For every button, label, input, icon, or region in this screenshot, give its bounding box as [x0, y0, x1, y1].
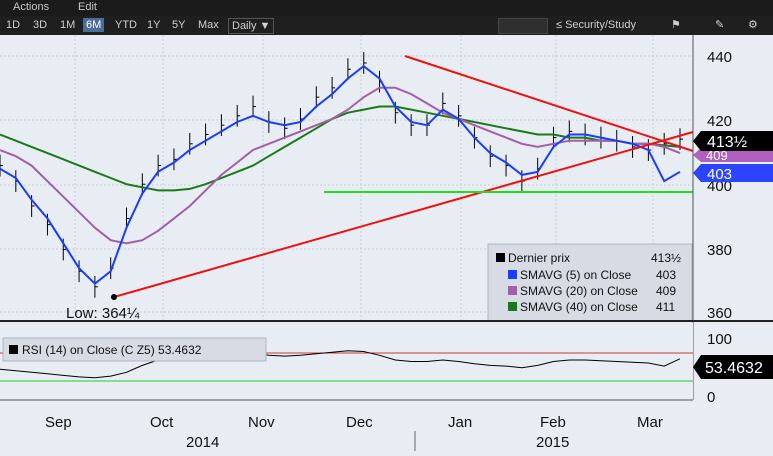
y-tick-360: 360: [707, 305, 732, 322]
month-mar: Mar: [637, 414, 663, 431]
legend-label-last: Dernier prix: [508, 251, 570, 265]
legend-label-sma20: SMAVG (20) on Close: [520, 284, 638, 298]
rsi-value-tag: 53.4632: [693, 355, 773, 379]
month-sep: Sep: [45, 414, 72, 431]
month-dec: Dec: [346, 414, 373, 431]
period-3d[interactable]: 3D: [33, 19, 48, 31]
svg-text:413½: 413½: [707, 134, 747, 151]
legend-value-sma5: 403: [656, 268, 676, 282]
year-2015: 2015: [536, 434, 569, 451]
chart-tools-button[interactable]: [498, 18, 548, 34]
period-6m[interactable]: 6M: [83, 18, 105, 32]
sma20-line: [0, 86, 681, 245]
period-ytd[interactable]: YTD: [115, 19, 137, 31]
period-1y[interactable]: 1Y: [147, 19, 161, 31]
flag-icon[interactable]: ⚑: [671, 19, 681, 31]
sma5-line: [0, 64, 681, 286]
legend-value-sma40: 411: [656, 300, 675, 314]
menu-actions[interactable]: Actions: [13, 1, 50, 13]
rsi-tick-0: 0: [707, 389, 715, 406]
price-tag-last: 413½: [693, 131, 773, 151]
period-max[interactable]: Max: [198, 19, 219, 31]
security-study-icon: ≤: [556, 19, 566, 31]
rsi-line: [0, 350, 681, 379]
period-1m[interactable]: 1M: [60, 19, 76, 31]
y-tick-420: 420: [707, 113, 732, 130]
price-tag-sma5: 403: [693, 164, 773, 183]
chart-area: Low: 364¼ Dernier prix 413½ SMAVG (5) on…: [0, 35, 773, 451]
rsi-tick-100: 100: [707, 331, 732, 348]
edit-pencil-icon[interactable]: ✎: [715, 19, 725, 31]
legend-value-sma20: 409: [656, 284, 676, 298]
settings-icon[interactable]: ⚙: [748, 19, 758, 31]
month-jan: Jan: [448, 414, 472, 431]
svg-text:409: 409: [706, 148, 728, 163]
legend-value-last: 413½: [651, 251, 681, 265]
security-study-button[interactable]: ≤ Security/Study: [553, 18, 639, 32]
menu-bar: Actions Edit: [0, 0, 773, 16]
month-oct: Oct: [150, 414, 174, 431]
legend-box[interactable]: Dernier prix 413½ SMAVG (5) on Close 403…: [487, 243, 693, 322]
low-point-marker: [111, 294, 117, 300]
rsi-legend: RSI (14) on Close (C Z5) 53.4632: [2, 337, 267, 362]
month-nov: Nov: [248, 414, 275, 431]
resistance-trendline: [404, 55, 694, 152]
legend-label-sma40: SMAVG (40) on Close: [520, 300, 638, 314]
price-chart: Low: 364¼ Dernier prix 413½ SMAVG (5) on…: [0, 35, 773, 451]
y-tick-380: 380: [707, 242, 732, 259]
svg-text:403: 403: [707, 166, 732, 183]
svg-text:53.4632: 53.4632: [705, 360, 763, 377]
month-feb: Feb: [540, 414, 566, 431]
y-tick-440: 440: [707, 49, 732, 66]
rsi-label: RSI (14) on Close (C Z5) 53.4632: [22, 343, 202, 357]
period-1d[interactable]: 1D: [6, 19, 21, 31]
menu-edit[interactable]: Edit: [78, 1, 97, 13]
chart-toolbar: 1D 3D 1M 6M YTD 1Y 5Y Max Daily ▼ ≤ Secu…: [0, 16, 773, 36]
price-tag-sma20: 409: [693, 148, 773, 163]
y-tick-400: 400: [707, 178, 732, 195]
legend-label-sma5: SMAVG (5) on Close: [520, 268, 631, 282]
year-2014: 2014: [186, 434, 219, 451]
support-trendline: [113, 131, 694, 298]
low-label: Low: 364¼: [66, 305, 140, 322]
frequency-dropdown[interactable]: Daily ▼: [228, 18, 275, 34]
security-study-label: Security/Study: [565, 19, 637, 31]
period-5y[interactable]: 5Y: [172, 19, 186, 31]
